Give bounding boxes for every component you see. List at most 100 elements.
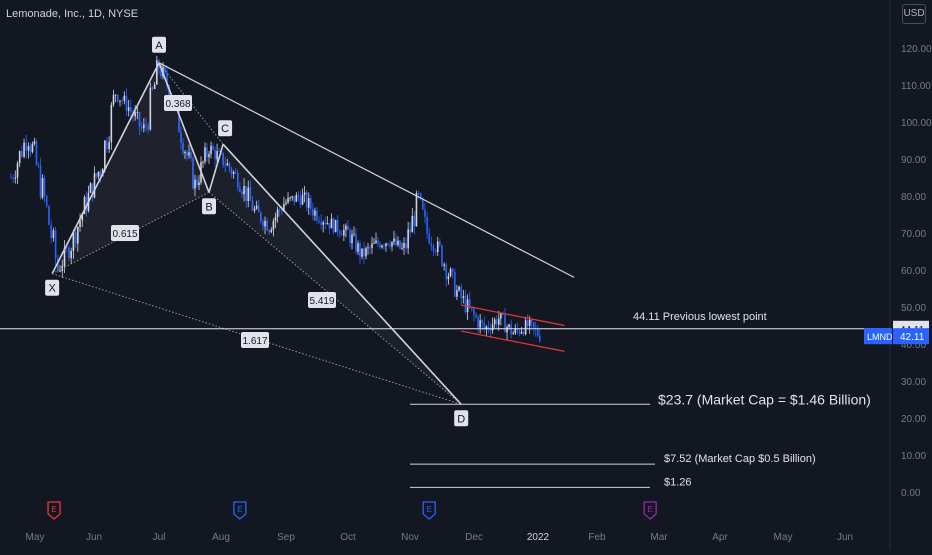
candle-body (497, 318, 500, 325)
candle-body (241, 191, 243, 195)
wedge-line (461, 304, 565, 327)
candle-body (353, 233, 355, 235)
candle-body (188, 152, 190, 156)
candle-body (403, 243, 405, 248)
candle-body (278, 209, 281, 211)
candle-body (23, 142, 25, 157)
candle-body (37, 164, 40, 166)
candle-body (441, 245, 443, 266)
candle-body (54, 230, 57, 259)
candle-body (522, 332, 525, 335)
candle-body (483, 323, 486, 330)
candle-body (526, 320, 529, 326)
candle-body (430, 243, 433, 246)
price-tick-label: 100.00 (901, 118, 932, 129)
time-tick-label: Nov (401, 532, 419, 543)
candle-body (495, 319, 498, 325)
candle-body (206, 147, 208, 158)
candle-body (295, 194, 298, 202)
candle-body (385, 243, 387, 247)
candle-body (473, 308, 475, 315)
candle-body (375, 240, 377, 243)
candle-body (381, 245, 383, 248)
candle-body (399, 240, 401, 249)
earnings-letter: E (237, 505, 242, 514)
earnings-letter: E (51, 505, 56, 514)
candle-body (387, 243, 389, 245)
wedge-line (461, 330, 565, 352)
price-tick-label: 40.00 (901, 340, 926, 351)
time-tick-label: Sep (277, 532, 295, 543)
earnings-icon (422, 501, 436, 520)
earnings-icon (47, 501, 61, 520)
candle-body (312, 209, 314, 216)
candle-body (14, 177, 17, 179)
candle-body (106, 140, 108, 150)
candle-body (264, 220, 266, 227)
candle-body (68, 247, 70, 259)
candle-body (363, 248, 365, 257)
candle-body (59, 270, 61, 272)
price-axis[interactable]: 120.00 110.00 100.00 90.00 80.00 70.00 60.00 50… (864, 44, 932, 499)
candle-body (43, 178, 46, 197)
candle-body (112, 94, 115, 105)
candle-body (93, 173, 96, 198)
candle-body (367, 247, 369, 249)
candle-body (395, 238, 397, 246)
candle-body (21, 151, 23, 157)
candle-body (389, 244, 391, 247)
candle-body (156, 60, 158, 85)
candle-body (182, 142, 184, 154)
candle-body (218, 151, 220, 152)
price-tick-label: 20.00 (901, 414, 926, 425)
candle-body (143, 124, 145, 129)
candle-body (52, 230, 55, 238)
candle-body (228, 163, 231, 169)
point-B-label: B (205, 201, 212, 213)
candle-body (332, 218, 335, 233)
candle-body (239, 187, 241, 192)
candle-body (479, 320, 481, 328)
candle-body (359, 243, 361, 257)
level-7-label: $7.52 (Market Cap $0.5 Billion) (664, 453, 816, 465)
candle-body (164, 66, 166, 73)
candle-body (29, 146, 32, 153)
candle-body (419, 193, 422, 199)
time-tick-label: 2022 (527, 532, 550, 543)
candle-body (411, 215, 414, 233)
candle-body (272, 220, 275, 230)
candle-body (70, 250, 72, 259)
symbol-title: Lemonade, Inc., 1D, NYSE (6, 8, 139, 20)
candle-body (536, 329, 539, 336)
candle-body (528, 319, 531, 326)
price-tick-label: 50.00 (901, 303, 926, 314)
candle-body (283, 203, 285, 212)
time-tick-label: Dec (465, 532, 483, 543)
candle-body (436, 241, 439, 253)
candle-body (268, 230, 271, 233)
candle-body (330, 218, 333, 229)
candle-body (291, 196, 293, 198)
candle-body (415, 192, 418, 227)
candle-body (104, 140, 106, 170)
price-tick-label: 30.00 (901, 377, 926, 388)
candle-body (377, 240, 379, 244)
candle-body (262, 221, 264, 227)
time-tick-label: May (26, 532, 45, 543)
candle-body (347, 225, 349, 230)
currency-button[interactable]: USD (902, 4, 926, 24)
candle-body (318, 220, 320, 223)
time-tick-label: Feb (588, 532, 606, 543)
time-tick-label: Aug (212, 532, 230, 543)
harmonic-pattern: X A B C D 0.368 0.615 5.419 1.617 (45, 36, 575, 427)
candle-body (50, 224, 52, 238)
time-axis[interactable]: May Jun Jul Aug Sep Oct Nov Dec 2022 Feb Mar Apr May… (26, 532, 854, 543)
candle-body (27, 146, 30, 151)
candle-body (369, 247, 371, 249)
ticker-badge (864, 328, 892, 345)
candle-body (251, 200, 254, 211)
